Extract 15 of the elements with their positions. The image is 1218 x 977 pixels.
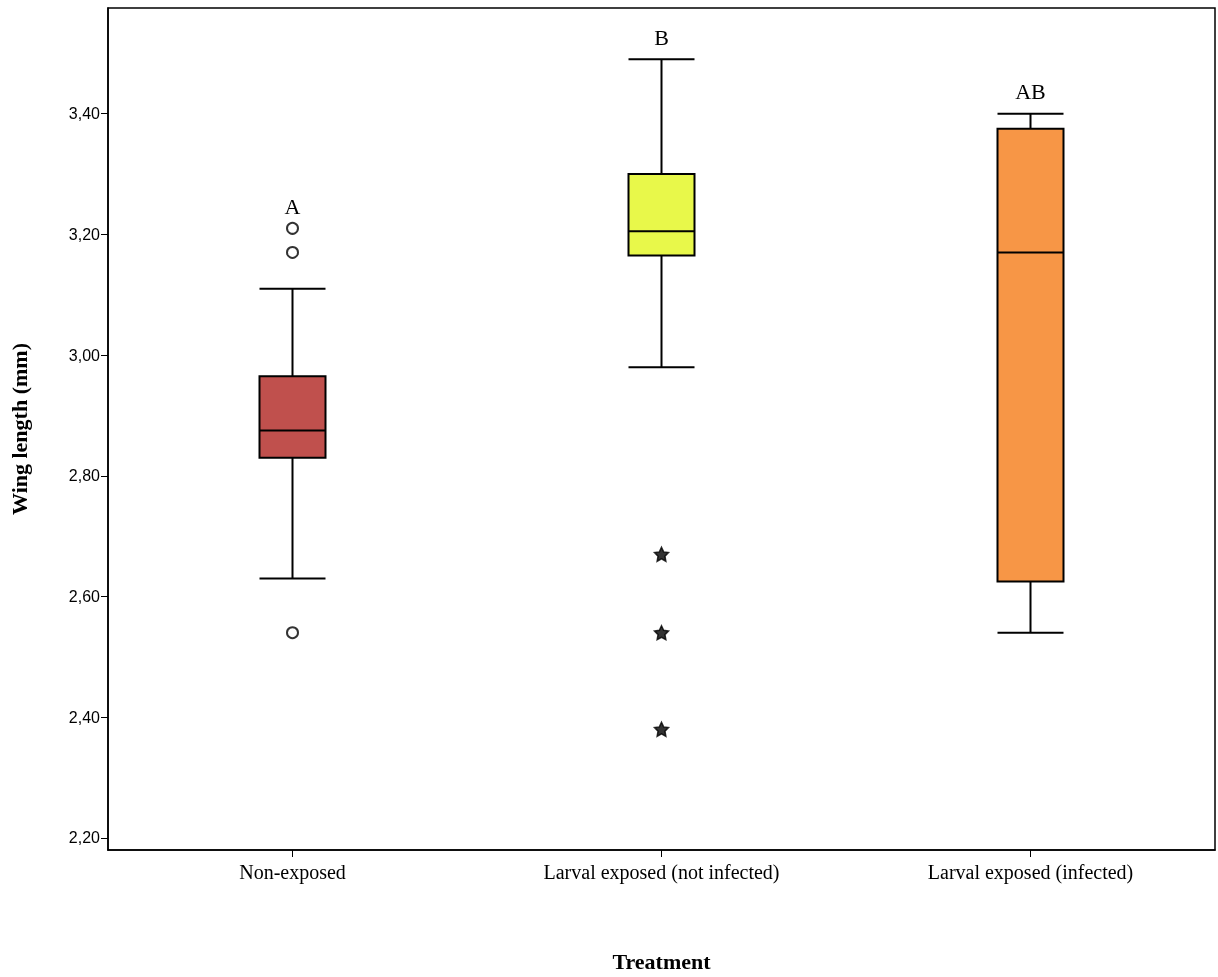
y-axis-title: Wing length (mm): [6, 343, 32, 515]
y-tick-label: 2,20: [68, 829, 101, 847]
x-tick-label: Non-exposed: [239, 861, 346, 884]
y-tick-label: 2,80: [68, 467, 101, 485]
annotation: AB: [1015, 79, 1046, 105]
annotation: A: [284, 193, 301, 219]
x-axis-title: Treatment: [612, 948, 712, 974]
y-tick-label: 2,60: [68, 587, 101, 605]
y-tick-label: 3,20: [68, 225, 101, 243]
y-tick-label: 2,40: [68, 708, 101, 726]
x-tick-label: Larval exposed (infected): [927, 861, 1134, 884]
y-tick-label: 3,40: [68, 105, 101, 123]
annotation: B: [654, 24, 669, 50]
x-tick-label: Larval exposed (not infected): [543, 861, 780, 884]
y-tick-label: 3,00: [68, 346, 101, 364]
